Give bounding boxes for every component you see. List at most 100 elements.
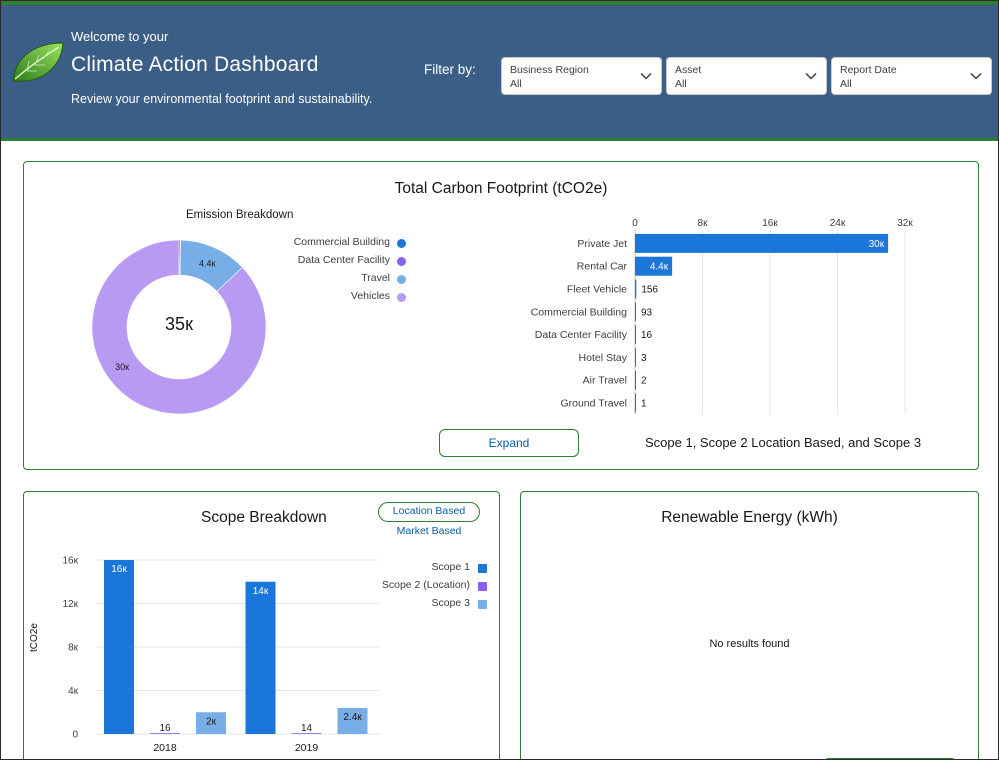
filter-label: Filter by: <box>424 62 476 77</box>
bar-value-label: 16 <box>159 723 171 734</box>
bar-data-center-facility[interactable] <box>635 325 636 345</box>
bar-air-travel[interactable] <box>635 370 636 390</box>
scope-breakdown-card: Scope Breakdown Location Based Market Ba… <box>23 491 500 759</box>
legend-label-scope-2-location[interactable]: Scope 2 (Location) <box>381 579 470 591</box>
carbon-footprint-card: Total Carbon Footprint (tCO2e) Emission … <box>23 161 979 470</box>
leaf-icon <box>12 42 64 82</box>
bar-commercial-building[interactable] <box>635 302 636 322</box>
bar-fleet-vehicle[interactable] <box>635 279 637 299</box>
business-region-filter[interactable]: Business Region All <box>501 57 662 95</box>
legend-swatch-scope-2-location <box>478 582 487 591</box>
filter-name: Asset <box>675 64 702 76</box>
bar-value-label: 4.4к <box>650 262 669 273</box>
bar-ground-travel[interactable] <box>635 393 636 413</box>
page-title: Climate Action Dashboard <box>71 53 319 76</box>
x-tick-label: 24к <box>830 218 846 229</box>
filter-value: All <box>675 78 687 90</box>
card-title: Renewable Energy (kWh) <box>661 509 838 526</box>
category-label-commercial-building: Commercial Building <box>531 306 627 318</box>
bar-value-label: 16 <box>641 330 653 341</box>
donut-title: Emission Breakdown <box>186 209 294 221</box>
bar-rental-car[interactable] <box>635 256 673 276</box>
scope-note: Scope 1, Scope 2 Location Based, and Sco… <box>645 435 922 450</box>
bar-value-label: 2.4к <box>343 712 362 723</box>
card-footer-bar <box>825 758 955 759</box>
asset-filter[interactable]: Asset All <box>666 57 827 95</box>
bar-scope-2-location-2019[interactable] <box>291 733 322 734</box>
filter-value: All <box>510 78 522 90</box>
bar-scope-3-2019[interactable] <box>337 707 368 734</box>
bar-value-label: 16к <box>111 564 127 575</box>
empty-state-text: No results found <box>709 638 790 650</box>
donut-value-label: 4.4к <box>199 258 216 268</box>
category-label-data-center-facility: Data Center Facility <box>535 329 628 341</box>
market-based-toggle[interactable]: Market Based <box>396 525 462 537</box>
report-date-filter[interactable]: Report Date All <box>831 57 992 95</box>
scope-bar-chart: 0 4к 8к 12к 16к 16к 16 2к 2018 14к 14 2.4к 2019 <box>63 556 379 754</box>
legend-label-commercial-building[interactable]: Commercial Building <box>293 236 390 248</box>
card-title: Scope Breakdown <box>201 509 327 526</box>
bar-scope-1-2018[interactable] <box>104 560 134 734</box>
expand-button[interactable]: Expand <box>439 429 579 457</box>
bar-value-label: 2 <box>641 376 647 387</box>
y-axis-label: tCO2e <box>29 623 40 652</box>
donut-slice-vehicles[interactable] <box>91 239 267 415</box>
bar-value-label: 3 <box>641 353 647 364</box>
legend-swatch-data-center-facility <box>397 257 406 266</box>
category-label-rental-car: Rental Car <box>577 261 628 273</box>
x-category-label: 2018 <box>153 742 177 754</box>
category-label-hotel-stay: Hotel Stay <box>579 352 628 364</box>
category-label-fleet-vehicle: Fleet Vehicle <box>567 284 627 296</box>
bar-scope-1-2019[interactable] <box>245 581 276 734</box>
page-subtitle: Review your environmental footprint and … <box>71 92 373 106</box>
x-category-label: 2019 <box>295 742 319 754</box>
bar-value-label: 14 <box>301 723 313 734</box>
bar-hotel-stay[interactable] <box>635 347 636 367</box>
legend-swatch-vehicles <box>397 293 406 302</box>
card-title: Total Carbon Footprint (tCO2e) <box>394 180 608 197</box>
bar-value-label: 2к <box>206 716 217 727</box>
bar-value-label: 93 <box>641 307 653 318</box>
donut-value-label: 30к <box>115 362 129 372</box>
x-tick-label: 0 <box>632 218 638 229</box>
legend-label-vehicles[interactable]: Vehicles <box>350 290 390 302</box>
y-tick-label: 0 <box>72 730 78 741</box>
chevron-down-icon <box>805 72 817 80</box>
donut-center-total: 35к <box>165 314 193 334</box>
legend-swatch-travel <box>397 275 406 284</box>
chevron-down-icon <box>970 72 982 80</box>
legend-swatch-scope-1 <box>478 564 487 573</box>
bar-value-label: 156 <box>641 285 658 296</box>
location-based-toggle[interactable]: Location Based <box>378 502 480 522</box>
renewable-energy-card: Renewable Energy (kWh) No results found <box>520 491 979 759</box>
dashboard-header: Welcome to your Climate Action Dashboard… <box>1 1 998 141</box>
legend-label-data-center-facility[interactable]: Data Center Facility <box>297 254 390 266</box>
legend-swatch-commercial-building <box>397 239 406 248</box>
category-label-air-travel: Air Travel <box>583 375 627 387</box>
filter-value: All <box>840 78 852 90</box>
bar-private-jet[interactable] <box>635 233 889 253</box>
y-tick-label: 8к <box>68 643 79 654</box>
bar-value-label: 1 <box>641 399 647 410</box>
y-tick-label: 4к <box>68 686 79 697</box>
bar-scope-2-location-2018[interactable] <box>150 733 180 734</box>
category-label-ground-travel: Ground Travel <box>560 398 627 410</box>
x-tick-label: 8к <box>698 218 709 229</box>
emission-donut-chart: 4.4к 30к <box>91 239 267 415</box>
footprint-bar-chart: 0 8к 16к 24к 32к Private Jet 30к Rental Car 4.4к… <box>531 218 913 415</box>
category-label-private-jet: Private Jet <box>577 238 627 250</box>
bar-value-label: 14к <box>253 586 269 597</box>
bar-scope-3-2018[interactable] <box>196 712 226 734</box>
y-tick-label: 16к <box>63 556 79 567</box>
legend-label-scope-3[interactable]: Scope 3 <box>431 597 470 609</box>
filter-name: Business Region <box>510 64 589 76</box>
x-tick-label: 32к <box>897 218 913 229</box>
chevron-down-icon <box>640 72 652 80</box>
filter-name: Report Date <box>840 64 897 76</box>
x-tick-label: 16к <box>762 218 778 229</box>
y-tick-label: 12к <box>63 599 79 610</box>
bar-value-label: 30к <box>869 239 885 250</box>
legend-label-scope-1[interactable]: Scope 1 <box>431 561 470 573</box>
legend-label-travel[interactable]: Travel <box>361 272 390 284</box>
